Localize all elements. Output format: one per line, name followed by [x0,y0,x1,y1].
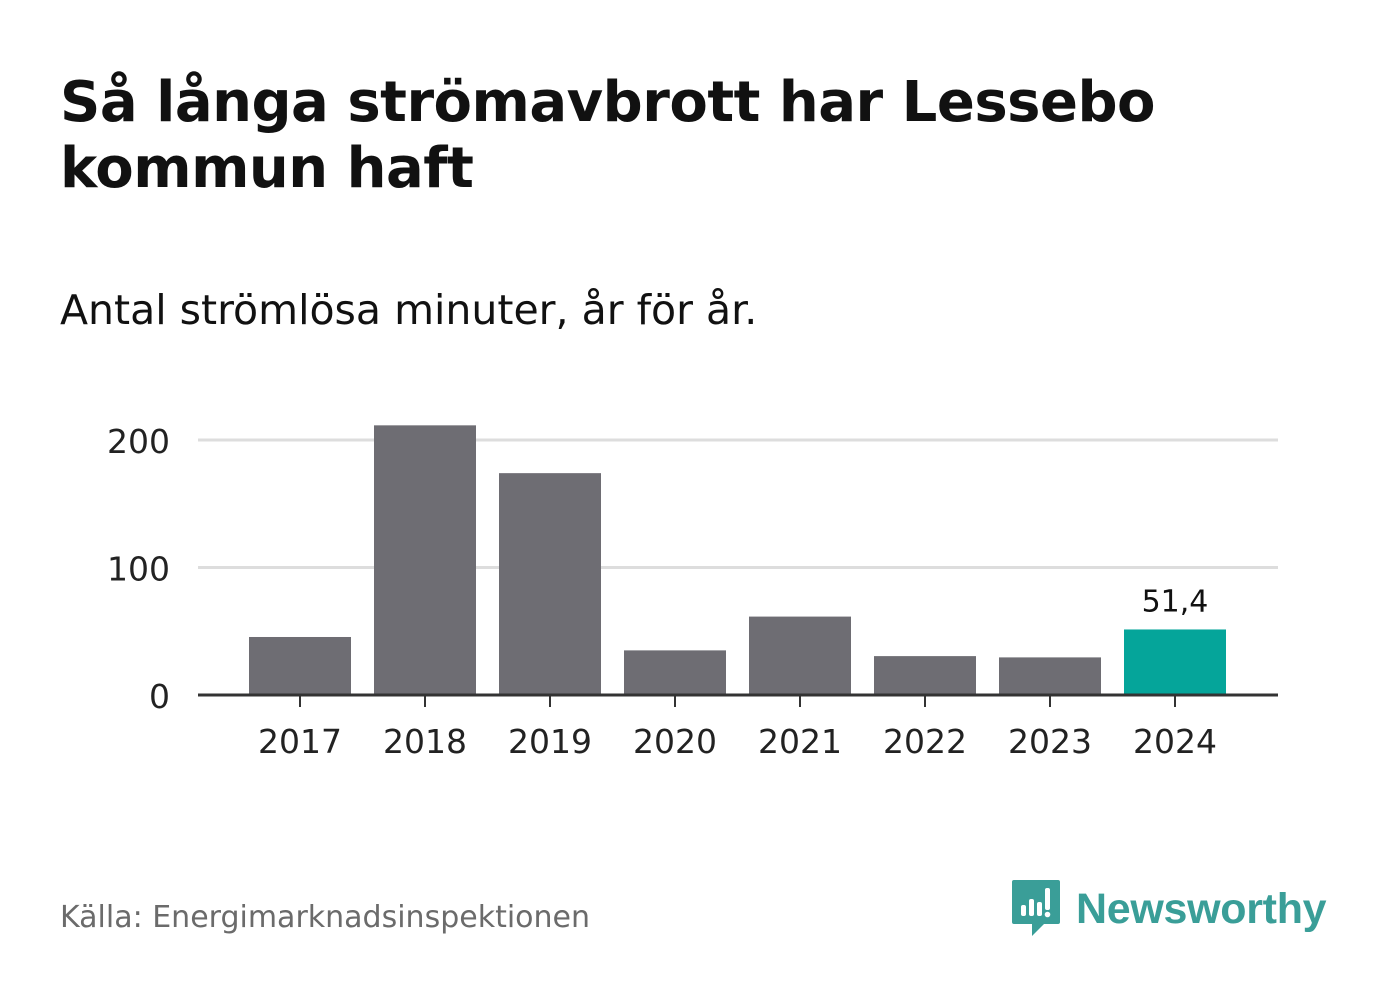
bar-chart: 0 100 200 2017 2018 2019 2020 2021 2022 2023 2024 5… [107,422,1278,761]
x-tick-label: 2020 [633,722,717,761]
y-tick-label: 0 [149,677,170,716]
bar-2017 [249,636,351,695]
x-tick-label: 2023 [1008,722,1092,761]
x-tick-label: 2021 [758,722,842,761]
x-tick-label: 2019 [508,722,592,761]
bar-2020 [624,650,726,695]
brand-name: Newsworthy [1076,884,1327,933]
x-tick-label: 2024 [1133,722,1217,761]
x-tick-label: 2022 [883,722,967,761]
bar-2024 [1124,629,1226,695]
x-tick-label: 2018 [383,722,467,761]
x-tick-label: 2017 [258,722,342,761]
data-label: 51,4 [1142,584,1209,619]
chart-subtitle: Antal strömlösa minuter, år för år. [60,286,758,334]
chart-title: Så långa strömavbrott har Lessebo kommun… [60,70,1156,201]
bar-2021 [749,616,851,695]
bar-2018 [374,425,476,695]
bar-2019 [499,473,601,695]
bar-2022 [874,656,976,695]
newsworthy-logo-icon [1012,880,1060,936]
bar-2023 [999,657,1101,695]
source-note: Källa: Energimarknadsinspektionen [60,900,591,935]
y-tick-label: 100 [107,550,170,589]
y-tick-label: 200 [107,422,170,461]
brand-logo: Newsworthy [1010,878,1327,940]
